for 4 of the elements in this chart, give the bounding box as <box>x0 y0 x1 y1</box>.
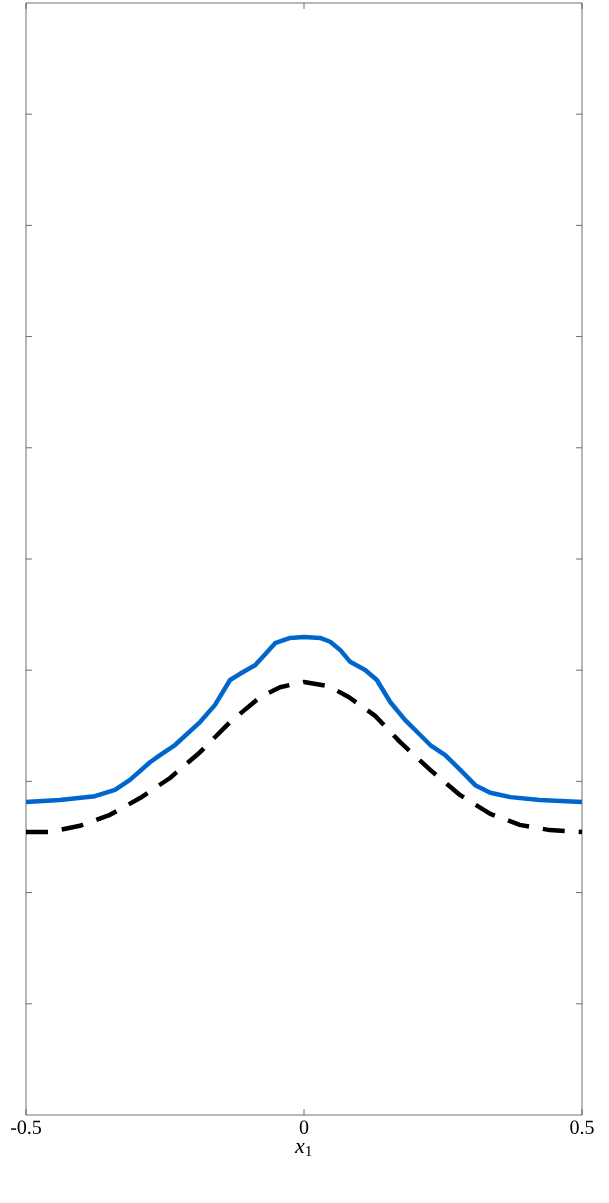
x-tick-label: 0.5 <box>570 1120 594 1135</box>
x-axis-title: x$_{1}$ <box>294 1142 312 1157</box>
x-tick-label: 0 <box>299 1120 309 1134</box>
x-tick-label: -0.5 <box>10 1120 41 1135</box>
